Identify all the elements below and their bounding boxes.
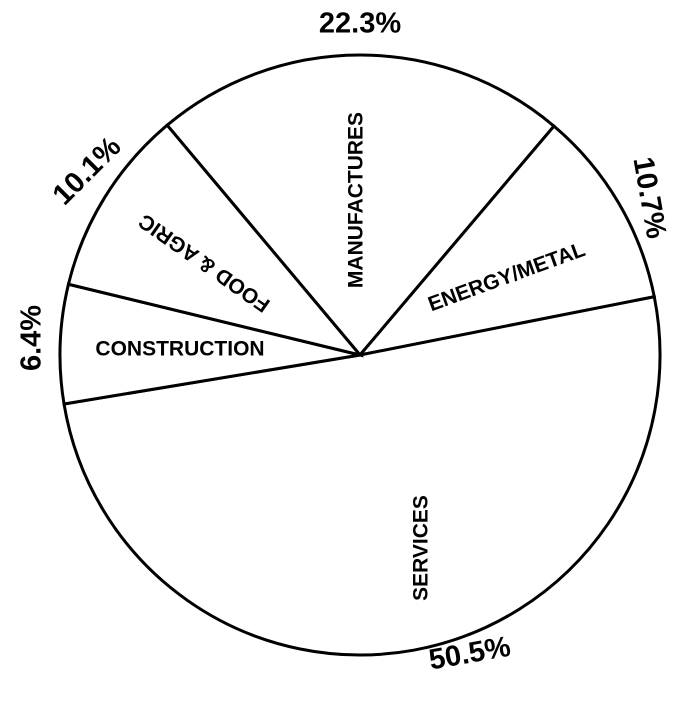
pie-slice	[62, 294, 662, 657]
pie-slice	[66, 123, 365, 358]
pie-slice	[165, 53, 557, 358]
percent-label: 22.3%	[319, 8, 401, 40]
slice-label: SERVICES	[410, 495, 433, 601]
slice-label: MANUFACTURES	[345, 112, 368, 288]
pie-slice	[356, 124, 657, 358]
percent-label: 6.4%	[16, 305, 48, 371]
slice-label: CONSTRUCTION	[95, 338, 264, 361]
pie-slice	[58, 282, 361, 406]
